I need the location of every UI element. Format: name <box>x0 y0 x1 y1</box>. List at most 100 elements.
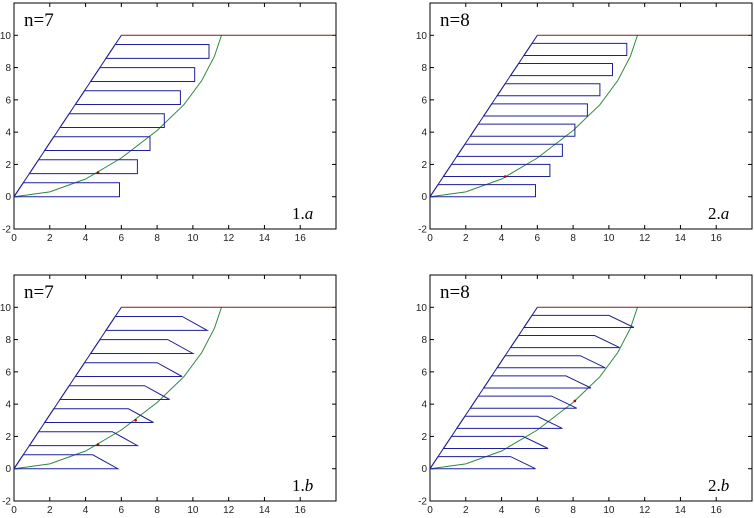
panel-id-label: 1.b <box>292 476 313 495</box>
y-tick-label: -2 <box>418 225 427 236</box>
slice <box>509 335 620 349</box>
x-tick-label: 0 <box>11 233 17 244</box>
y-tick-label: 8 <box>5 63 11 74</box>
x-tick-label: 16 <box>295 505 307 516</box>
slice <box>74 362 183 377</box>
y-tick-label: 0 <box>5 192 11 203</box>
x-tick-label: 0 <box>427 505 433 516</box>
failure-curve <box>429 35 638 198</box>
plot-frame <box>13 274 337 502</box>
x-tick-label: 10 <box>603 233 615 244</box>
y-tick-label: 4 <box>5 400 11 411</box>
slice <box>59 385 170 400</box>
x-tick-label: 16 <box>295 233 307 244</box>
panel-id-number: 2. <box>708 476 721 495</box>
n-label: n=8 <box>440 10 470 31</box>
slice <box>442 435 549 449</box>
x-tick-label: 2 <box>47 505 53 516</box>
y-tick-label: -2 <box>2 497 11 508</box>
slice <box>104 44 210 59</box>
slice <box>74 90 181 105</box>
plot-frame <box>429 2 753 230</box>
slice <box>104 316 210 331</box>
n-label: n=8 <box>440 282 470 303</box>
curve-node <box>96 443 100 446</box>
panel-id-letter: a <box>305 204 314 223</box>
x-tick-label: 14 <box>675 505 687 516</box>
slice <box>28 431 140 447</box>
slice <box>522 42 628 56</box>
x-tick-label: 12 <box>639 505 651 516</box>
slice <box>496 355 606 369</box>
x-tick-label: 2 <box>47 233 53 244</box>
slice <box>482 103 588 117</box>
plot-frame <box>13 2 337 230</box>
x-tick-label: 12 <box>639 233 651 244</box>
failure-curve <box>429 307 638 470</box>
x-tick-label: 8 <box>154 233 160 244</box>
panel-id-number: 1. <box>292 204 305 223</box>
y-tick-label: 2 <box>421 432 427 443</box>
y-tick-label: 2 <box>5 160 11 171</box>
panel-id-number: 2. <box>708 204 721 223</box>
x-tick-label: 4 <box>83 505 89 516</box>
slice <box>28 159 138 175</box>
curve-node <box>503 175 507 178</box>
y-tick-label: 10 <box>0 303 11 314</box>
panel-id-number: 1. <box>292 476 305 495</box>
slice <box>482 375 592 389</box>
curve-node <box>573 399 577 403</box>
x-tick-label: 10 <box>603 505 615 516</box>
y-tick-label: -2 <box>2 225 11 236</box>
x-tick-label: 0 <box>427 233 433 244</box>
x-tick-label: 6 <box>535 505 541 516</box>
x-tick-label: 10 <box>187 233 199 244</box>
y-tick-label: 6 <box>421 95 427 106</box>
x-tick-label: 6 <box>119 505 125 516</box>
y-tick-label: 4 <box>421 128 427 139</box>
curve-node <box>96 171 100 174</box>
slope-face-line <box>429 307 538 469</box>
slice <box>522 314 635 328</box>
slice <box>469 123 576 137</box>
x-tick-label: 14 <box>259 233 271 244</box>
slice <box>43 408 154 423</box>
y-tick-label: 8 <box>421 63 427 74</box>
slice <box>89 67 196 82</box>
panel-id-label: 1.a <box>292 204 313 223</box>
failure-curve <box>13 35 222 198</box>
x-tick-label: 6 <box>119 233 125 244</box>
x-tick-label: 4 <box>499 233 505 244</box>
panel-id-label: 2.a <box>708 204 729 223</box>
y-tick-label: 4 <box>5 128 11 139</box>
y-tick-label: 4 <box>421 400 427 411</box>
x-tick-label: 6 <box>535 233 541 244</box>
x-tick-label: 0 <box>11 505 17 516</box>
failure-curve <box>13 307 222 470</box>
x-tick-label: 8 <box>570 505 576 516</box>
slope-face-line <box>13 307 122 469</box>
x-tick-label: 12 <box>223 233 235 244</box>
x-tick-label: 16 <box>711 505 723 516</box>
y-tick-label: 0 <box>421 192 427 203</box>
y-tick-label: 6 <box>421 367 427 378</box>
y-tick-label: 0 <box>5 464 11 475</box>
y-tick-label: 10 <box>416 303 428 314</box>
y-tick-label: 6 <box>5 95 11 106</box>
panel-id-letter: b <box>305 476 314 495</box>
slice <box>89 339 195 354</box>
panel-id-label: 2.b <box>708 476 729 495</box>
x-tick-label: 4 <box>83 233 89 244</box>
y-tick-label: 2 <box>421 160 427 171</box>
n-label: n=7 <box>24 10 54 31</box>
slope-face-line <box>429 35 538 197</box>
x-tick-label: 8 <box>154 505 160 516</box>
slope-face-line <box>13 35 122 197</box>
y-tick-label: 2 <box>5 432 11 443</box>
x-tick-label: 8 <box>570 233 576 244</box>
y-tick-label: 0 <box>421 464 427 475</box>
x-tick-label: 2 <box>463 233 469 244</box>
x-tick-label: 2 <box>463 505 469 516</box>
